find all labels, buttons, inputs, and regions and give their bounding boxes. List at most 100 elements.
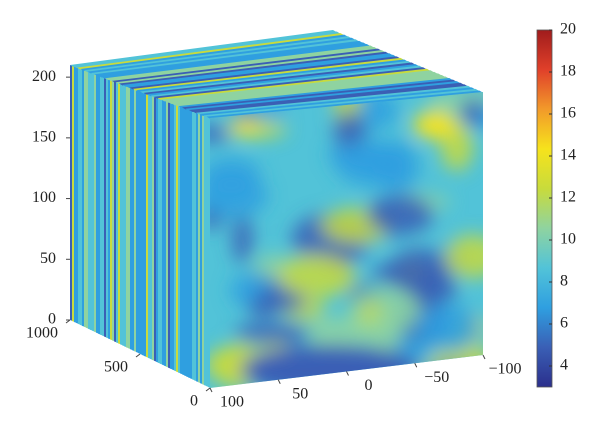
texture <box>182 79 457 110</box>
texture <box>189 82 465 112</box>
texture <box>174 104 177 372</box>
texture <box>136 89 139 354</box>
texture <box>110 80 113 341</box>
texture <box>199 87 476 116</box>
texture <box>106 78 109 339</box>
texture <box>70 30 337 67</box>
y-tick <box>209 387 213 393</box>
texture <box>186 108 189 378</box>
texture <box>130 87 133 351</box>
texture <box>204 115 207 387</box>
texture <box>94 40 363 77</box>
texture <box>146 93 149 358</box>
texture <box>196 112 199 383</box>
y-tick <box>346 371 349 376</box>
texture <box>73 31 341 69</box>
texture <box>114 81 117 343</box>
texture <box>118 83 121 345</box>
texture <box>76 67 79 324</box>
texture <box>210 175 269 217</box>
x-tick-label: 500 <box>104 359 128 376</box>
colorbar-tick-label: 4 <box>560 357 568 374</box>
texture <box>80 68 83 326</box>
texture <box>158 98 161 364</box>
texture <box>192 111 195 381</box>
texture <box>171 74 446 106</box>
texture <box>194 111 197 382</box>
texture <box>70 65 73 321</box>
texture <box>108 47 378 82</box>
texture <box>134 89 137 353</box>
texture <box>180 106 183 375</box>
texture <box>126 86 129 349</box>
texture <box>210 125 233 143</box>
texture <box>206 116 209 388</box>
volume <box>70 30 483 388</box>
y-tick-label: −50 <box>424 369 449 386</box>
texture <box>178 105 181 374</box>
texture <box>77 33 345 70</box>
z-tick-label: 200 <box>32 68 56 85</box>
texture <box>182 107 185 376</box>
texture <box>92 73 95 332</box>
texture <box>172 103 175 371</box>
texture <box>176 105 179 373</box>
y-tick <box>277 379 281 384</box>
texture <box>200 114 203 385</box>
texture <box>144 93 147 357</box>
texture <box>143 62 416 95</box>
texture <box>147 64 420 97</box>
colorbar-tick-label: 10 <box>560 231 576 248</box>
texture <box>78 68 81 325</box>
texture <box>366 195 434 235</box>
texture <box>98 75 101 335</box>
colorbar-tick-label: 8 <box>560 273 568 290</box>
front-face <box>210 92 483 388</box>
texture <box>185 81 461 111</box>
texture <box>460 98 483 125</box>
texture <box>154 67 427 99</box>
texture <box>150 65 423 98</box>
texture <box>156 97 159 363</box>
texture <box>192 84 468 114</box>
texture <box>371 261 440 285</box>
y-tick-label: −100 <box>488 361 521 378</box>
texture <box>196 85 472 115</box>
texture <box>161 70 435 102</box>
y-tick <box>482 354 486 360</box>
texture <box>142 92 145 356</box>
texture <box>229 120 261 136</box>
texture <box>112 80 115 342</box>
colorbar-tick-label: 18 <box>560 63 576 80</box>
texture <box>413 111 457 139</box>
y-tick-label: 0 <box>365 377 373 394</box>
texture <box>72 65 75 322</box>
x-tick <box>65 319 71 324</box>
texture <box>108 79 111 340</box>
texture <box>152 96 155 361</box>
texture <box>210 92 483 388</box>
x-tick <box>135 353 141 358</box>
texture <box>166 101 169 368</box>
texture <box>164 100 167 367</box>
texture <box>184 108 187 377</box>
texture <box>164 71 438 103</box>
texture <box>101 43 371 79</box>
texture <box>170 102 173 370</box>
texture <box>115 50 386 85</box>
colorbar-tick-label: 6 <box>560 315 568 332</box>
x-tick-label: 0 <box>190 393 198 410</box>
texture <box>116 82 119 344</box>
texture <box>157 68 431 101</box>
texture <box>133 57 405 91</box>
texture <box>132 88 135 352</box>
z-tick-label: 0 <box>48 311 56 328</box>
texture <box>102 77 105 337</box>
texture <box>188 109 191 379</box>
texture <box>86 71 89 329</box>
texture <box>140 61 412 94</box>
texture <box>129 56 401 90</box>
colorbar-tick-label: 20 <box>560 21 576 38</box>
